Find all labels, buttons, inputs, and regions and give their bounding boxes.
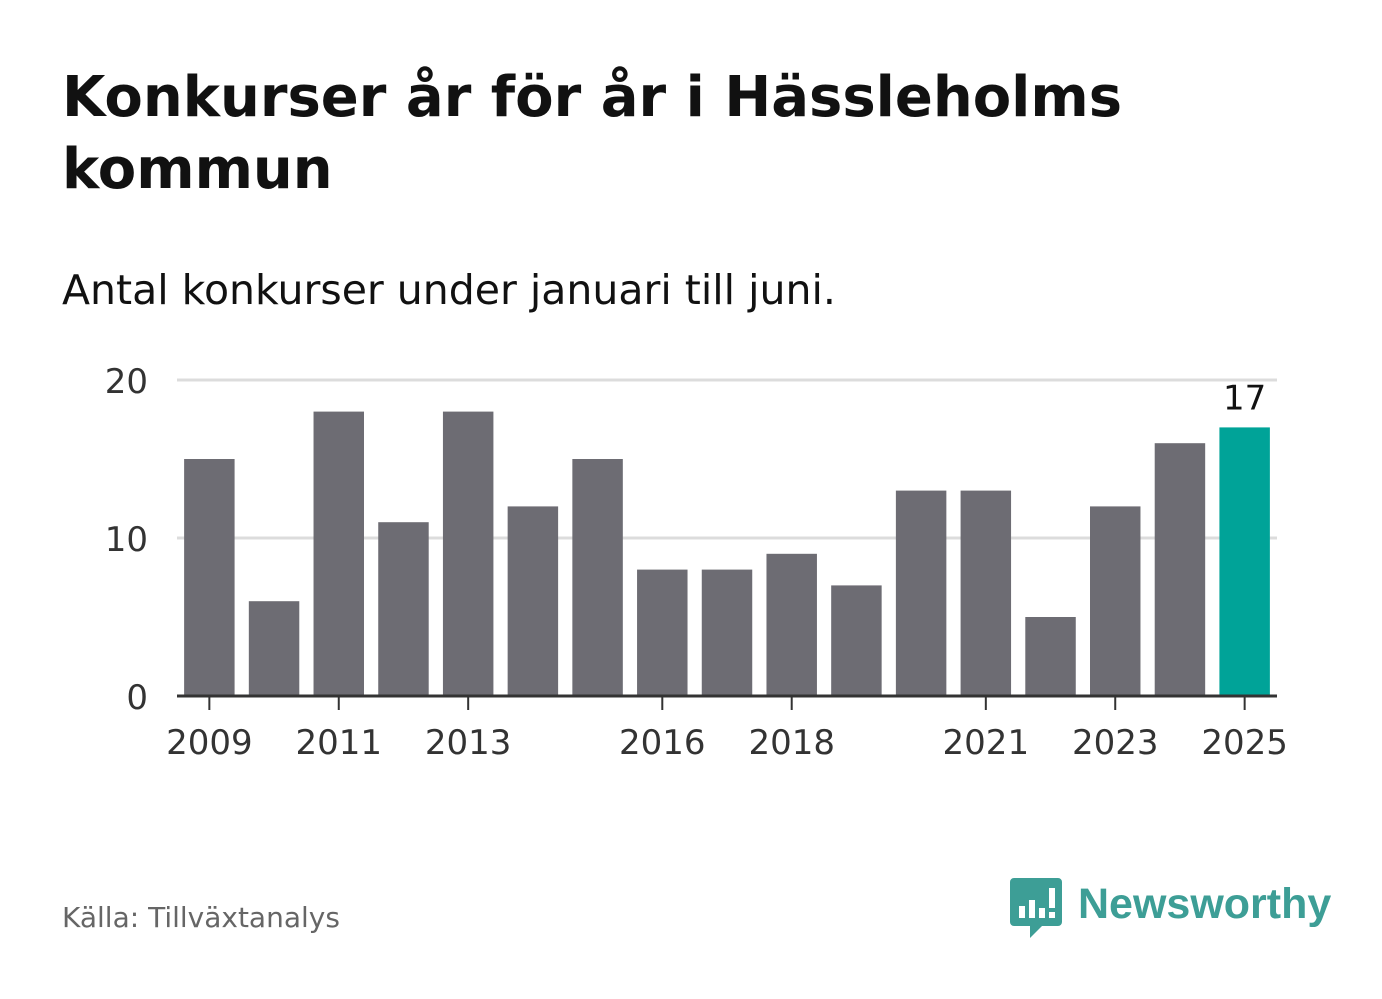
bar-2014 <box>507 506 559 696</box>
chart-title: Konkurser år för år i Hässleholms kommun <box>62 65 1123 202</box>
brand-name: Newsworthy <box>1078 880 1332 928</box>
brand-logo: Newsworthy <box>1010 878 1331 942</box>
x-tick-label: 2009 <box>166 723 253 763</box>
x-tick-label: 2025 <box>1201 723 1288 763</box>
x-tick-label: 2023 <box>1072 723 1159 763</box>
bar-2009 <box>184 459 235 696</box>
x-tick-label: 2021 <box>943 723 1030 763</box>
bars <box>184 411 1270 696</box>
bar-chart-speech-bubble-icon <box>1010 878 1062 938</box>
bar-2023 <box>1090 506 1141 696</box>
bar-2018 <box>766 553 817 696</box>
x-tick-label: 2016 <box>619 723 706 763</box>
bar-2011 <box>313 411 364 696</box>
bar-2010 <box>248 601 300 696</box>
bar-2013 <box>442 411 494 696</box>
axes <box>177 694 1277 710</box>
bar-2016 <box>637 569 688 696</box>
tick-labels: 0 10 20 17 2009 2011 2013 2016 2018 2021 2023 2025 <box>105 362 1288 763</box>
chart-subtitle: Antal konkurser under januari till juni. <box>62 266 836 314</box>
bar-2017 <box>701 569 753 696</box>
y-tick-label: 20 <box>105 362 148 402</box>
x-tick-label: 2011 <box>295 723 382 763</box>
x-tick-label: 2018 <box>748 723 835 763</box>
bar-2015 <box>572 459 623 696</box>
bar-2021 <box>960 490 1012 696</box>
source-note: Källa: Tillväxtanalys <box>62 901 340 934</box>
y-tick-label: 0 <box>126 678 148 718</box>
bar-2022 <box>1025 617 1076 696</box>
bar-2020 <box>895 490 947 696</box>
data-label-2025: 17 <box>1223 378 1266 418</box>
y-tick-label: 10 <box>105 520 148 560</box>
bar-2024 <box>1154 443 1206 696</box>
x-tick-label: 2013 <box>425 723 512 763</box>
bar-2025 <box>1219 427 1270 696</box>
bar-chart: 0 10 20 17 2009 2011 2013 2016 2018 2021 2023 2025 <box>105 362 1288 763</box>
bar-2019 <box>831 585 882 696</box>
bar-2012 <box>378 522 429 696</box>
